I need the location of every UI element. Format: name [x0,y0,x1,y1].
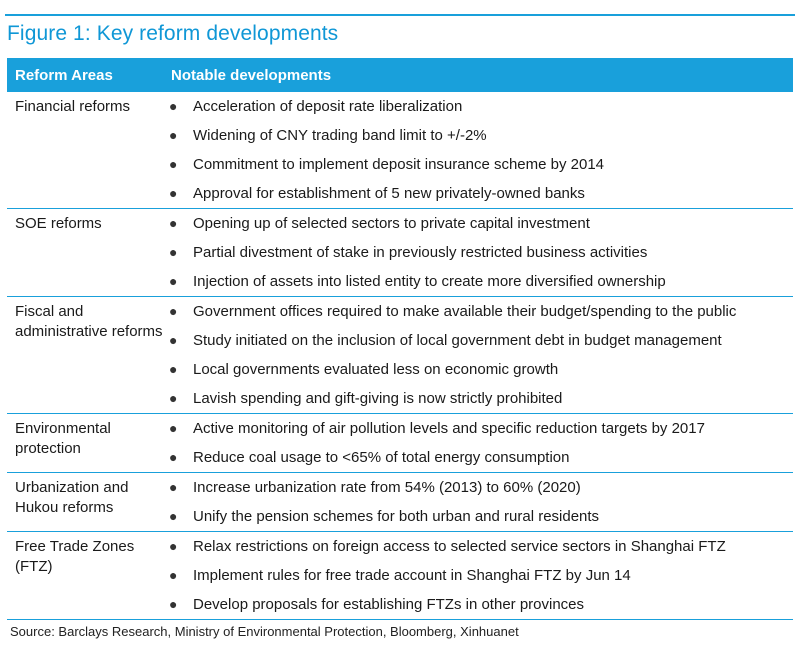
reform-area-label: Fiscal and administrative reforms [7,296,163,414]
list-item: ● Unify the pension schemes for both urba… [163,502,793,531]
bullet-icon: ● [169,567,178,583]
reform-area-label: Free Trade Zones (FTZ) [7,531,163,619]
list-item: ● Government offices required to make ava… [163,297,793,326]
table-row: Financial reforms ● Acceleration of deposi… [7,92,793,209]
table-row: SOE reforms ● Opening up of selected secto… [7,208,793,297]
bullet-icon: ● [169,127,178,143]
development-text: Implement rules for free trade account i… [193,567,631,584]
development-text: Reduce coal usage to <65% of total energ… [193,449,570,466]
list-item: ● Partial divestment of stake in previous… [163,238,793,267]
list-item: ● Opening up of selected sectors to priva… [163,209,793,238]
development-text: Partial divestment of stake in previousl… [193,244,648,261]
bullet-icon: ● [169,156,178,172]
developments-cell: ● Government offices required to make ava… [163,296,793,414]
source-note: Source: Barclays Research, Ministry of E… [10,624,519,639]
table-header-row: Reform Areas Notable developments [7,58,793,92]
bullet-icon: ● [169,215,178,231]
list-item: ● Relax restrictions on foreign access to… [163,532,793,561]
table-row: Fiscal and administrative reforms ● Govern… [7,296,793,414]
developments-cell: ● Increase urbanization rate from 54% (20… [163,472,793,532]
top-rule [5,14,795,16]
bullet-icon: ● [169,538,178,554]
development-text: Lavish spending and gift-giving is now s… [193,390,563,407]
development-text: Widening of CNY trading band limit to +/… [193,127,487,144]
bullet-icon: ● [169,303,178,319]
table-row: Free Trade Zones (FTZ) ● Relax restriction… [7,531,793,619]
developments-cell: ● Relax restrictions on foreign access to… [163,531,793,619]
bullet-icon: ● [169,185,178,201]
development-text: Commitment to implement deposit insuranc… [193,156,605,173]
list-item: ● Commitment to implement deposit insuran… [163,150,793,179]
bullet-icon: ● [169,420,178,436]
development-text: Increase urbanization rate from 54% (201… [193,479,581,496]
development-text: Opening up of selected sectors to privat… [193,215,590,232]
table-body: Financial reforms ● Acceleration of deposi… [7,92,793,619]
development-text: Acceleration of deposit rate liberalizat… [193,98,463,115]
bullet-icon: ● [169,361,178,377]
developments-cell: ● Acceleration of deposit rate liberaliza… [163,92,793,209]
development-text: Unify the pension schemes for both urban… [193,508,600,525]
developments-list: ● Increase urbanization rate from 54% (20… [163,473,793,531]
development-text: Government offices required to make avai… [193,303,737,320]
list-item: ● Widening of CNY trading band limit to +… [163,121,793,150]
list-item: ● Active monitoring of air pollution leve… [163,414,793,443]
developments-list: ● Acceleration of deposit rate liberaliza… [163,92,793,208]
list-item: ● Injection of assets into listed entity … [163,267,793,296]
header-notable-developments: Notable developments [163,58,793,92]
developments-cell: ● Active monitoring of air pollution leve… [163,413,793,473]
bullet-icon: ● [169,479,178,495]
list-item: ● Acceleration of deposit rate liberaliza… [163,92,793,121]
header-reform-areas: Reform Areas [7,58,163,92]
developments-list: ● Government offices required to make ava… [163,297,793,413]
table-row: Environmental protection ● Active monitori… [7,413,793,473]
bullet-icon: ● [169,390,178,406]
reform-area-label: Financial reforms [15,98,131,115]
list-item: ● Implement rules for free trade account … [163,561,793,590]
development-text: Study initiated on the inclusion of loca… [193,332,722,349]
bullet-icon: ● [169,273,178,289]
development-text: Approval for establishment of 5 new priv… [193,185,585,202]
list-item: ● Reduce coal usage to <65% of total ener… [163,443,793,472]
bullet-icon: ● [169,244,178,260]
list-item: ● Develop proposals for establishing FTZs… [163,590,793,619]
list-item: ● Local governments evaluated less on eco… [163,355,793,384]
bullet-icon: ● [169,508,178,524]
developments-list: ● Active monitoring of air pollution leve… [163,414,793,472]
bottom-rule [7,619,793,620]
development-text: Injection of assets into listed entity t… [193,273,666,290]
list-item: ● Increase urbanization rate from 54% (20… [163,473,793,502]
bullet-icon: ● [169,332,178,348]
reform-area-label: Environmental protection [7,413,163,473]
reform-area-label: SOE reforms [7,208,163,297]
development-text: Active monitoring of air pollution level… [193,420,705,437]
reform-area-label: Urbanization and Hukou reforms [7,472,163,532]
bullet-icon: ● [169,449,178,465]
developments-cell: ● Opening up of selected sectors to priva… [163,208,793,297]
list-item: ● Approval for establishment of 5 new pri… [163,179,793,208]
list-item: ● Study initiated on the inclusion of loc… [163,326,793,355]
bullet-icon: ● [169,596,178,612]
development-text: Local governments evaluated less on econ… [193,361,559,378]
reform-table: Reform Areas Notable developments Financ… [7,58,793,619]
table-row: Urbanization and Hukou reforms ● Increase … [7,472,793,532]
bullet-icon: ● [169,98,178,114]
developments-list: ● Relax restrictions on foreign access to… [163,532,793,619]
list-item: ● Lavish spending and gift-giving is now … [163,384,793,413]
development-text: Develop proposals for establishing FTZs … [193,596,585,613]
figure-title: Figure 1: Key reform developments [7,22,339,45]
development-text: Relax restrictions on foreign access to … [193,538,726,555]
developments-list: ● Opening up of selected sectors to priva… [163,209,793,296]
